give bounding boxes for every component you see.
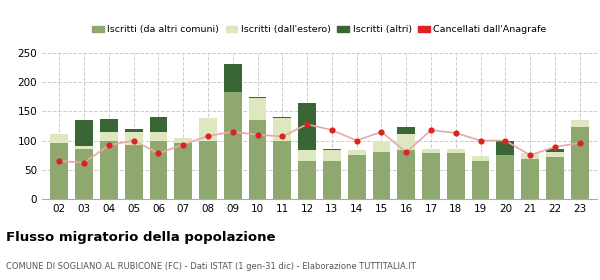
Bar	[298, 103, 316, 150]
Bar	[274, 141, 291, 199]
Bar	[571, 127, 589, 199]
Bar	[75, 120, 93, 146]
Point	[154, 151, 163, 156]
Bar	[521, 153, 539, 159]
Point	[253, 132, 262, 137]
Point	[526, 153, 535, 157]
Point	[426, 128, 436, 132]
Point	[352, 138, 361, 143]
Bar	[422, 153, 440, 199]
Bar	[175, 143, 192, 199]
Point	[327, 128, 337, 132]
Bar	[50, 134, 68, 143]
Point	[228, 130, 238, 134]
Bar	[397, 134, 415, 150]
Bar	[100, 132, 118, 141]
Point	[178, 143, 188, 147]
Bar	[100, 119, 118, 132]
Bar	[348, 155, 365, 199]
Bar	[571, 120, 589, 127]
Point	[302, 122, 312, 127]
Bar	[472, 156, 490, 161]
Bar	[521, 159, 539, 199]
Point	[575, 141, 584, 145]
Bar	[50, 143, 68, 199]
Bar	[546, 157, 564, 199]
Bar	[546, 149, 564, 152]
Bar	[373, 152, 391, 199]
Bar	[224, 64, 242, 92]
Bar	[274, 117, 291, 118]
Bar	[149, 141, 167, 199]
Bar	[447, 149, 464, 153]
Bar	[496, 141, 514, 155]
Bar	[298, 161, 316, 199]
Bar	[248, 98, 266, 120]
Bar	[373, 141, 391, 152]
Bar	[323, 150, 341, 161]
Bar	[248, 97, 266, 98]
Bar	[199, 141, 217, 199]
Bar	[248, 120, 266, 199]
Bar	[422, 149, 440, 153]
Point	[79, 160, 89, 165]
Point	[55, 159, 64, 163]
Bar	[75, 146, 93, 149]
Bar	[397, 150, 415, 199]
Point	[129, 138, 139, 143]
Bar	[149, 117, 167, 132]
Bar	[397, 127, 415, 134]
Bar	[125, 129, 143, 132]
Bar	[125, 145, 143, 199]
Bar	[224, 92, 242, 199]
Bar	[447, 153, 464, 199]
Bar	[348, 150, 365, 155]
Bar	[323, 161, 341, 199]
Text: COMUNE DI SOGLIANO AL RUBICONE (FC) - Dati ISTAT (1 gen-31 dic) - Elaborazione T: COMUNE DI SOGLIANO AL RUBICONE (FC) - Da…	[6, 262, 416, 271]
Point	[377, 130, 386, 134]
Point	[476, 138, 485, 143]
Bar	[274, 118, 291, 141]
Bar	[149, 132, 167, 141]
Legend: Iscritti (da altri comuni), Iscritti (dall'estero), Iscritti (altri), Cancellati: Iscritti (da altri comuni), Iscritti (da…	[89, 22, 550, 38]
Bar	[100, 141, 118, 199]
Point	[203, 134, 213, 138]
Bar	[472, 161, 490, 199]
Bar	[298, 150, 316, 161]
Bar	[125, 132, 143, 145]
Point	[104, 143, 113, 148]
Text: Flusso migratorio della popolazione: Flusso migratorio della popolazione	[6, 231, 275, 244]
Bar	[323, 149, 341, 150]
Bar	[496, 155, 514, 199]
Bar	[546, 152, 564, 157]
Point	[401, 150, 411, 155]
Bar	[75, 149, 93, 199]
Bar	[175, 138, 192, 143]
Point	[500, 138, 510, 143]
Point	[550, 145, 560, 149]
Point	[451, 131, 461, 135]
Bar	[199, 118, 217, 141]
Point	[278, 134, 287, 139]
